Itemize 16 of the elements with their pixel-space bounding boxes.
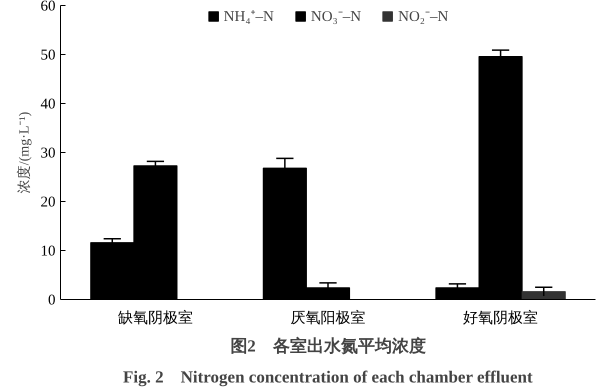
y-tick-label: 50 bbox=[40, 48, 56, 64]
x-tick-label: 厌氧阳极室 bbox=[290, 310, 366, 326]
x-tick-label: 好氧阴极室 bbox=[463, 310, 538, 326]
legend-label: NH₄⁺–N bbox=[224, 8, 274, 26]
y-tick-label: 0 bbox=[48, 292, 56, 308]
legend-label: NO₃⁻–N bbox=[310, 8, 362, 26]
caption: 图2 各室出水氮平均浓度 bbox=[230, 336, 426, 356]
x-tick-label: 缺氧阴极室 bbox=[118, 310, 193, 326]
y-tick-label: 20 bbox=[40, 194, 56, 210]
y-tick-label: 40 bbox=[40, 96, 56, 112]
y-tick-label: 60 bbox=[40, 0, 56, 14]
y-tick-label: 10 bbox=[40, 244, 56, 260]
y-axis-title: 浓度/(mg·L⁻¹) bbox=[16, 111, 32, 194]
y-tick-label: 30 bbox=[40, 146, 56, 162]
legend-label: NO₂⁻–N bbox=[398, 8, 448, 26]
caption: Fig. 2 Nitrogen concentration of each chamber effluent bbox=[123, 368, 534, 386]
